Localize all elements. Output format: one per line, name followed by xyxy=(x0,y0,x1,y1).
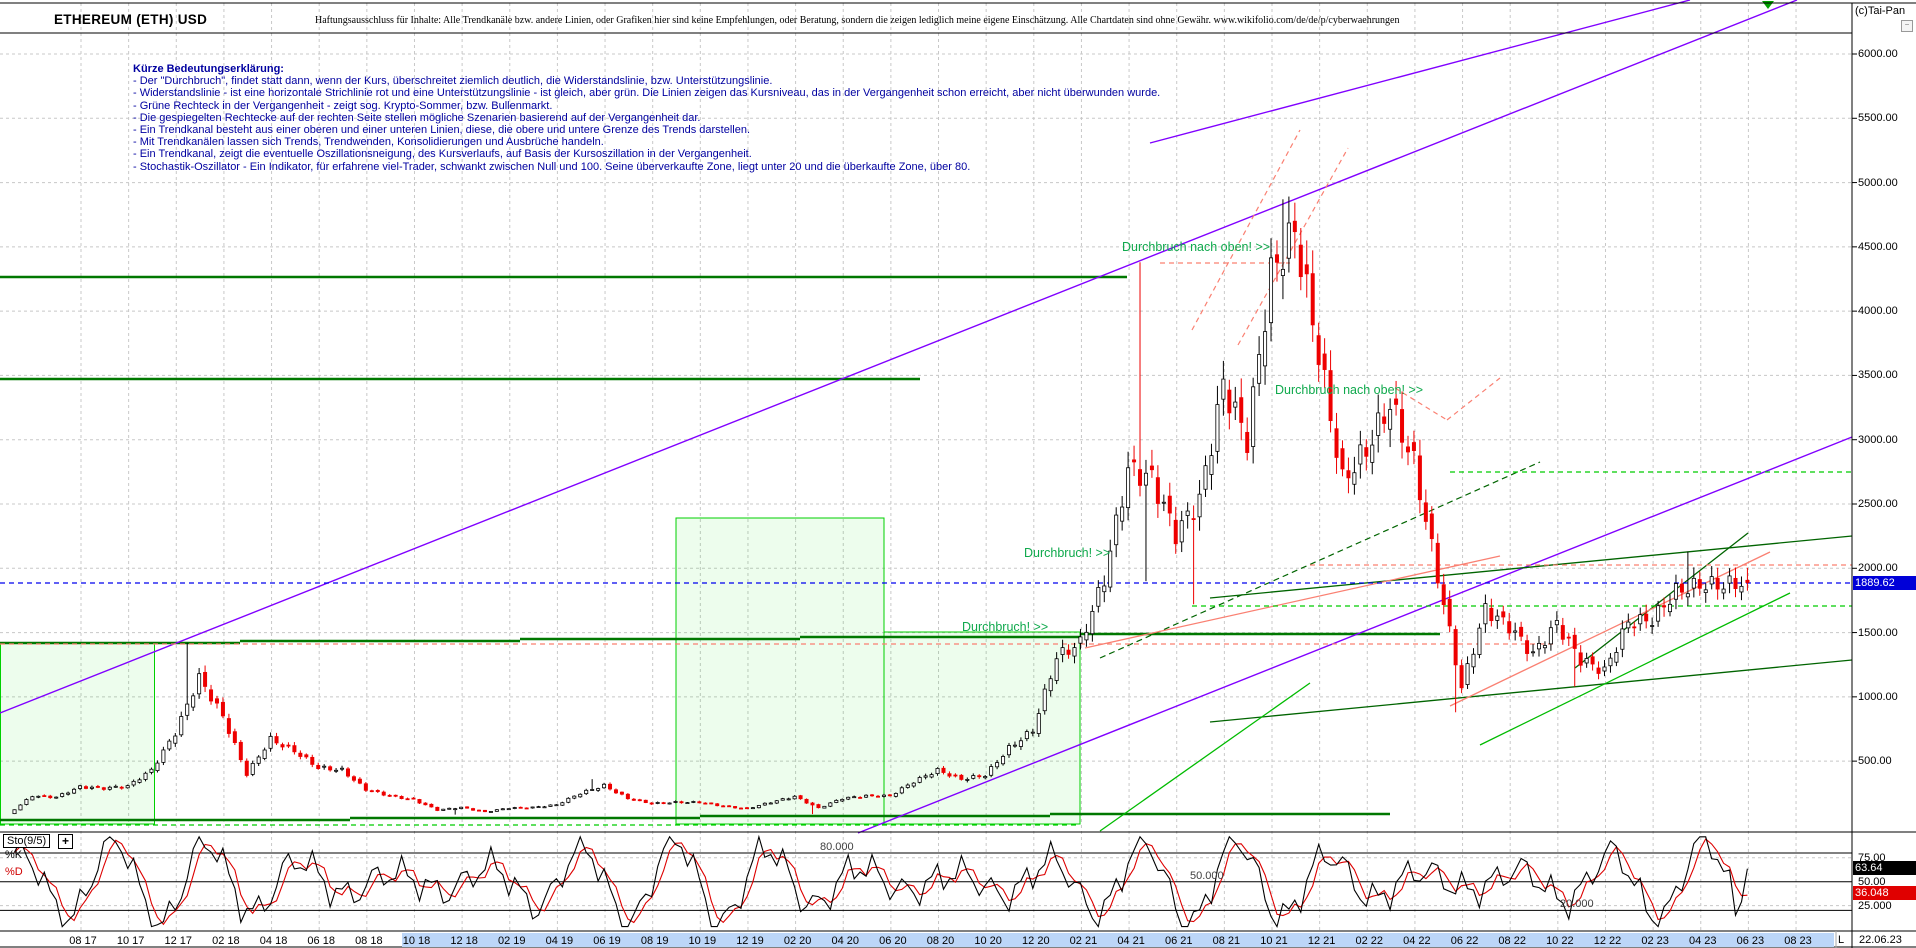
explanation-line: - Die gespiegelten Rechtecke auf der rec… xyxy=(133,111,701,124)
date-tick-label: 04 23 xyxy=(1688,935,1717,947)
date-tick-label: 10 17 xyxy=(116,935,145,947)
date-tick-label: 02 20 xyxy=(783,935,812,947)
price-tick-label: 2000.00 xyxy=(1858,562,1898,575)
date-tick-label: 06 22 xyxy=(1450,935,1479,947)
add-indicator-button[interactable]: + xyxy=(58,834,73,849)
date-tick-label: 02 21 xyxy=(1069,935,1098,947)
date-tick-label: 02 23 xyxy=(1641,935,1669,947)
explanation-heading: Kürze Bedeutungserklärung: xyxy=(133,63,284,75)
date-tick-label: 04 21 xyxy=(1117,935,1145,947)
candlesticks xyxy=(12,196,1750,815)
breakout-annotation: Durchbruch nach oben! >> xyxy=(1275,383,1424,397)
date-tick-label: 06 20 xyxy=(879,935,907,947)
date-tick-label: 08 18 xyxy=(355,935,383,947)
percent-d-label: %D xyxy=(5,866,23,878)
date-tick-label: 02 22 xyxy=(1355,935,1384,947)
price-tick-label: 6000.00 xyxy=(1858,48,1898,60)
date-tick-label: 06 21 xyxy=(1164,935,1193,947)
breakout-annotation: Durchbruch! >> xyxy=(962,620,1049,634)
minimize-icon[interactable]: − xyxy=(1901,20,1913,32)
stochastic-indicator-label: Sto(9/5) xyxy=(3,834,51,848)
date-tick-label: 04 20 xyxy=(831,935,859,947)
date-tick-label: 04 19 xyxy=(545,935,574,947)
explanation-block: Kürze Bedeutungserklärung: - Der "Durchb… xyxy=(133,63,1160,173)
date-tick-label: 06 19 xyxy=(593,935,621,947)
last-bar-marker: L xyxy=(1838,934,1845,946)
price-tick-label: 1500.00 xyxy=(1858,626,1898,639)
date-tick-label: 02 18 xyxy=(212,935,240,947)
date-tick-label: 12 18 xyxy=(450,935,478,947)
stochastic-lines xyxy=(0,834,1852,929)
date-tick-label: 10 18 xyxy=(402,935,431,947)
explanation-line: - Der "Durchbruch", findet statt dann, w… xyxy=(133,75,773,88)
date-tick-label: 08 23 xyxy=(1784,935,1812,947)
date-tick-label: 12 22 xyxy=(1593,935,1622,947)
date-tick-label: 08 19 xyxy=(640,935,669,947)
explanation-line: - Stochastik-Oszillator - Ein Indikator,… xyxy=(133,160,971,173)
date-tick-label: 06 23 xyxy=(1736,935,1765,947)
date-tick-label: 10 20 xyxy=(974,935,1002,947)
trend-lines xyxy=(0,0,1853,834)
price-tick-label: 2500.00 xyxy=(1858,497,1898,510)
stochastic-tick-label: 50.00 xyxy=(1858,875,1886,888)
k-value-badge: 63.64 xyxy=(1853,861,1916,875)
gridlines xyxy=(0,3,1852,931)
stochastic-tick-label: 25.000 xyxy=(1858,899,1892,912)
bull-market-rectangle xyxy=(0,642,155,825)
symbol-title: ETHEREUM (ETH) USD xyxy=(54,12,208,27)
stochastic-guide-label: 20.000 xyxy=(1560,898,1594,911)
date-tick-label: 04 22 xyxy=(1403,935,1431,947)
bullmarket-rectangles xyxy=(0,517,1081,825)
date-tick-label: 10 22 xyxy=(1546,935,1574,947)
price-tick-label: 5500.00 xyxy=(1858,112,1898,125)
last-price-badge: 1889.62 xyxy=(1853,576,1916,590)
date-range-highlight xyxy=(402,933,1834,947)
date-tick-label: 02 19 xyxy=(497,935,526,947)
breakout-annotation: Durchbruch! >> xyxy=(1024,546,1111,560)
stochastic-tick-label: 75.00 xyxy=(1858,851,1886,864)
price-tick-label: 1000.00 xyxy=(1858,690,1898,703)
percent-k-label: %K xyxy=(5,849,23,861)
taipan-copyright: (c)Tai-Pan xyxy=(1855,5,1906,17)
explanation-line: - Widerstandslinie - ist eine horizontal… xyxy=(133,87,1161,100)
price-tick-label: 3000.00 xyxy=(1858,433,1898,446)
stochastic-guide-label: 50.000 xyxy=(1190,869,1224,882)
date-tick-label: 12 20 xyxy=(1022,935,1050,947)
price-tick-label: 5000.00 xyxy=(1858,176,1898,189)
price-tick-label: 4000.00 xyxy=(1858,305,1898,318)
explanation-line: - Grüne Rechteck in der Vergangenheit - … xyxy=(133,99,553,112)
price-tick-label: 3500.00 xyxy=(1858,369,1898,382)
last-date-label: 22.06.23 xyxy=(1859,934,1902,946)
bull-market-rectangle xyxy=(883,631,1081,825)
d-value-badge: 36.048 xyxy=(1853,886,1916,900)
date-tick-label: 10 21 xyxy=(1260,935,1288,947)
date-tick-label: 12 17 xyxy=(164,935,193,947)
explanation-line: - Ein Trendkanal besteht aus einer obere… xyxy=(133,124,751,137)
date-tick-label: 10 19 xyxy=(688,935,717,947)
date-tick-label: 08 17 xyxy=(69,935,97,947)
price-tick-label: 500.00 xyxy=(1858,755,1892,768)
date-tick-label: 04 18 xyxy=(259,935,288,947)
stochastic-guide-label: 80.000 xyxy=(820,841,854,854)
bull-market-rectangle xyxy=(675,517,885,825)
breakout-annotation: Durchbruch nach oben! >> xyxy=(1122,240,1271,254)
date-tick-label: 12 19 xyxy=(736,935,764,947)
trend-marker-icon xyxy=(1762,1,1774,9)
date-tick-label: 06 18 xyxy=(307,935,335,947)
date-tick-label: 12 21 xyxy=(1307,935,1336,947)
date-tick-label: 08 22 xyxy=(1498,935,1526,947)
disclaimer-text: Haftungsausschluss für Inhalte: Alle Tre… xyxy=(315,15,1400,26)
date-tick-label: 08 20 xyxy=(926,935,955,947)
explanation-line: - Ein Trendkanal, zeigt die eventuelle O… xyxy=(133,148,752,161)
date-tick-label: 08 21 xyxy=(1212,935,1241,947)
price-tick-label: 4500.00 xyxy=(1858,240,1898,253)
explanation-line: - Mit Trendkanälen lassen sich Trends, T… xyxy=(133,136,604,149)
